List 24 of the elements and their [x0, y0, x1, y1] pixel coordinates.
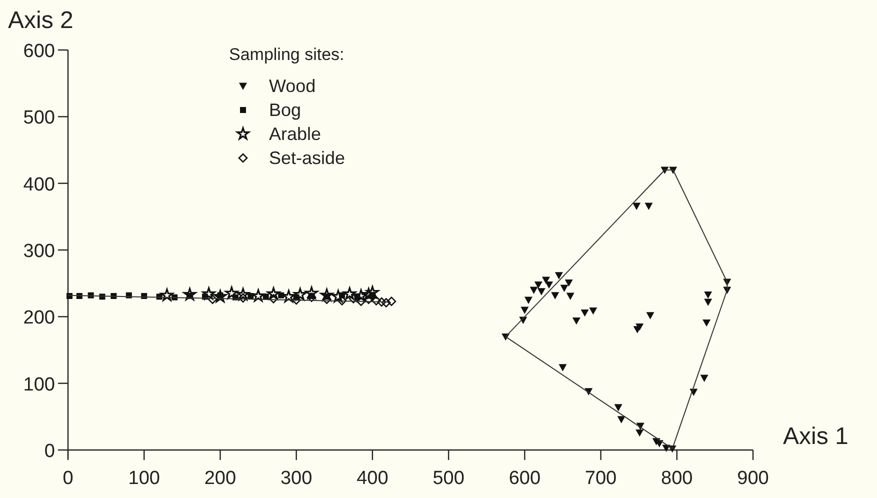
y-tick-label: 300: [23, 241, 55, 262]
legend-label: Arable: [269, 124, 322, 144]
x-tick-label: 600: [508, 468, 541, 489]
y-tick-label: 200: [23, 308, 55, 329]
y-tick-label: 400: [23, 174, 55, 196]
y-tick-label: 0: [44, 441, 55, 462]
y-axis-title: Axis 2: [8, 7, 74, 34]
x-tick-label: 700: [584, 468, 617, 489]
x-tick-label: 300: [280, 468, 312, 489]
x-tick-label: 900: [737, 468, 769, 489]
y-tick-label: 500: [23, 108, 55, 129]
y-tick-label: 600: [23, 41, 55, 62]
x-tick-label: 500: [432, 468, 464, 489]
legend-label: Bog: [269, 100, 302, 120]
legend-label: Wood: [269, 76, 316, 96]
x-tick-label: 400: [356, 468, 388, 489]
x-tick-label: 100: [128, 468, 160, 489]
x-tick-label: 800: [661, 468, 693, 489]
x-tick-label: 0: [62, 468, 74, 489]
legend-title: Sampling sites:: [229, 45, 344, 64]
x-tick-label: 200: [204, 468, 236, 489]
y-tick-label: 100: [23, 374, 55, 396]
x-axis-title: Axis 1: [783, 423, 848, 450]
legend-label: Set-aside: [269, 148, 346, 168]
